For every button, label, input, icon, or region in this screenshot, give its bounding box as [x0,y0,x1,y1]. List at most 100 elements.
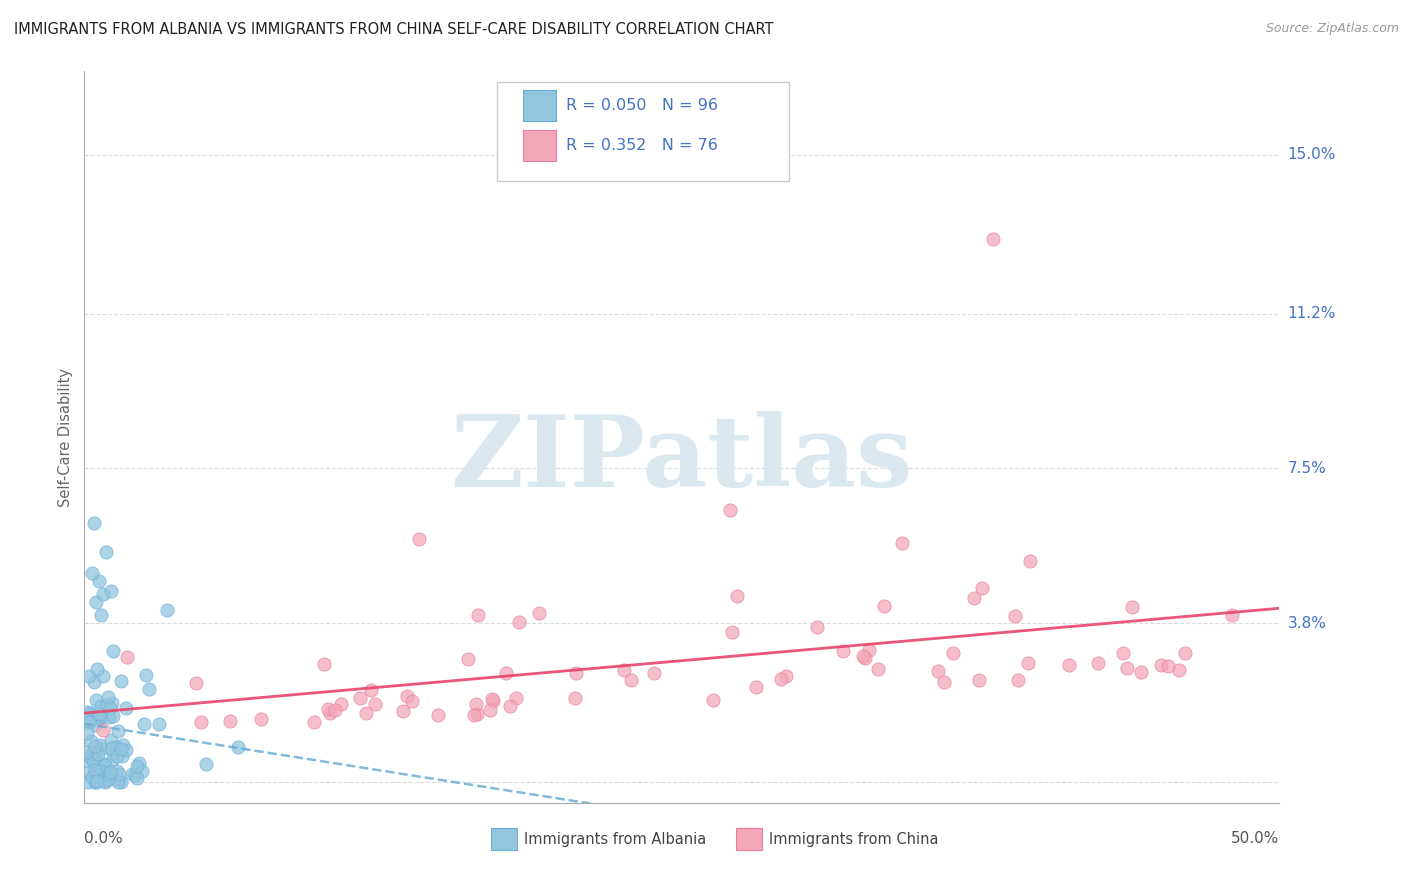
Point [1019,554,1042,568]
Point [981,231,1004,245]
Point [77,669,100,683]
Text: 11.2%: 11.2% [1288,306,1336,321]
Point [107,724,129,739]
Point [564,691,586,706]
Point [89,764,111,778]
Point [527,606,550,620]
Point [427,708,450,723]
Point [853,651,876,665]
Point [457,652,479,666]
Point [396,689,419,703]
Point [79,715,101,730]
Point [84,765,107,780]
Text: IMMIGRANTS FROM ALBANIA VS IMMIGRANTS FROM CHINA SELF-CARE DISABILITY CORRELATIO: IMMIGRANTS FROM ALBANIA VS IMMIGRANTS FR… [14,22,773,37]
Point [465,706,488,721]
Point [93,587,115,601]
Point [891,535,914,549]
Point [499,699,522,714]
Point [970,581,993,595]
Point [325,703,347,717]
Point [86,774,108,789]
Point [105,740,128,755]
Point [111,739,134,753]
Point [100,583,122,598]
Point [77,775,100,789]
Point [1121,600,1143,615]
Point [84,751,107,765]
Point [1174,646,1197,660]
Point [83,516,105,530]
Point [86,662,108,676]
Point [80,566,103,580]
Point [190,715,212,730]
Point [858,642,880,657]
Point [86,775,108,789]
Text: Immigrants from Albania: Immigrants from Albania [524,832,706,847]
Point [89,709,111,723]
Point [1150,657,1173,672]
Point [105,764,128,779]
Point [330,698,353,712]
Point [87,757,110,772]
Text: Source: ZipAtlas.com: Source: ZipAtlas.com [1265,22,1399,36]
Point [115,650,138,665]
Point [82,770,104,784]
Point [86,758,108,772]
Point [508,615,530,630]
Point [1087,657,1109,671]
Text: 50.0%: 50.0% [1232,830,1279,846]
Point [481,692,503,706]
Text: ZIPatlas: ZIPatlas [451,410,912,508]
Point [90,607,112,622]
Point [76,765,98,780]
Point [401,694,423,708]
Point [969,673,991,688]
FancyBboxPatch shape [496,82,790,181]
Point [86,595,108,609]
Point [316,702,339,716]
Point [94,757,117,772]
Point [927,664,949,678]
Point [93,774,115,789]
Point [1157,658,1180,673]
Point [127,771,149,785]
Point [94,773,117,788]
Point [87,711,110,725]
Point [98,700,121,714]
Point [1017,656,1039,670]
Point [363,698,385,712]
Point [94,545,117,559]
Point [98,768,121,782]
Point [97,690,120,704]
Point [128,756,150,771]
Point [463,708,485,723]
Point [101,643,124,657]
Point [87,706,110,721]
Point [84,764,107,778]
Point [465,698,488,712]
Point [100,696,122,710]
Point [76,705,98,719]
Text: 15.0%: 15.0% [1288,147,1336,162]
Point [98,765,121,780]
Point [96,772,118,786]
Point [87,747,110,762]
Point [1007,673,1029,687]
Point [250,712,273,726]
Point [82,753,104,767]
Point [319,706,342,720]
Point [354,706,377,720]
Point [101,753,124,767]
Point [93,771,115,785]
Text: R = 0.352   N = 76: R = 0.352 N = 76 [567,137,718,153]
Point [769,672,792,686]
Point [105,749,128,764]
Point [108,767,131,781]
Point [775,669,797,683]
Point [135,667,157,681]
Point [718,503,741,517]
Point [114,743,136,757]
Point [1116,661,1139,675]
Point [302,714,325,729]
Point [121,766,143,780]
